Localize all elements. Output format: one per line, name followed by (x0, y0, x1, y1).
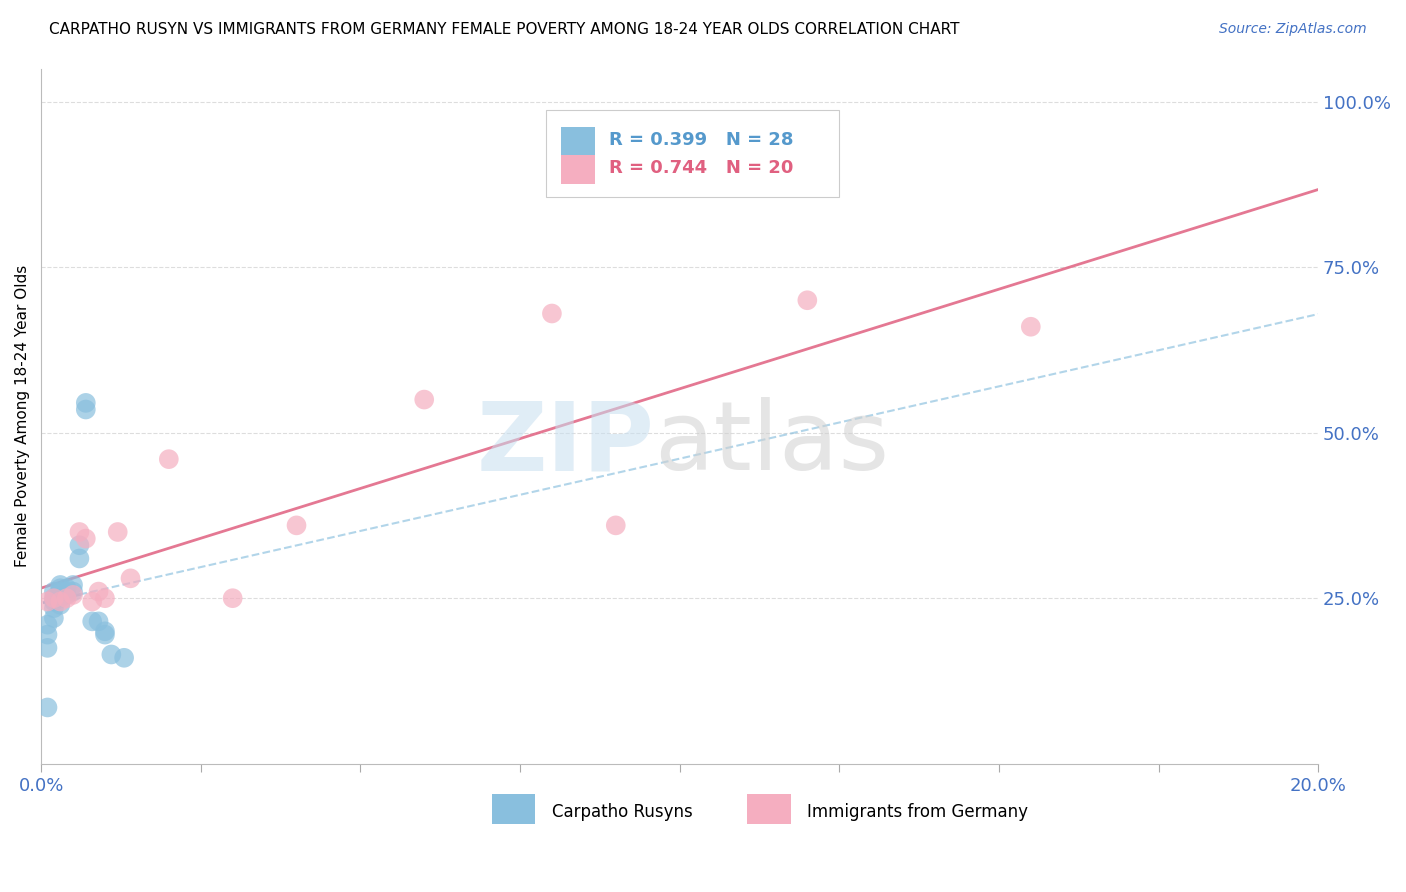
Point (37, 640, 59, 655)
Point (94, 627, 117, 641)
FancyBboxPatch shape (748, 794, 790, 824)
FancyBboxPatch shape (561, 127, 595, 156)
FancyBboxPatch shape (561, 154, 595, 184)
Point (120, 571, 142, 585)
Point (62, 584, 84, 599)
Point (796, 293, 818, 308)
Point (55, 588, 77, 602)
Text: R = 0.399   N = 28: R = 0.399 N = 28 (609, 131, 794, 149)
Point (67, 524, 90, 539)
Point (87, 615, 110, 629)
Point (37, 700, 59, 714)
Text: Carpatho Rusyns: Carpatho Rusyns (553, 804, 693, 822)
Point (49, 581, 72, 595)
Point (42, 611, 65, 625)
Point (75, 532, 97, 546)
Point (94, 591, 117, 606)
Point (55, 581, 77, 595)
Point (49, 598, 72, 612)
Point (42, 591, 65, 606)
FancyBboxPatch shape (492, 794, 536, 824)
Point (94, 624, 117, 639)
Point (75, 402, 97, 417)
Point (82, 594, 104, 608)
Y-axis label: Female Poverty Among 18-24 Year Olds: Female Poverty Among 18-24 Year Olds (15, 265, 30, 567)
Text: CARPATHO RUSYN VS IMMIGRANTS FROM GERMANY FEMALE POVERTY AMONG 18-24 YEAR OLDS C: CARPATHO RUSYN VS IMMIGRANTS FROM GERMAN… (49, 22, 960, 37)
Point (541, 306, 564, 320)
Point (42, 601, 65, 615)
Text: R = 0.744   N = 20: R = 0.744 N = 20 (609, 159, 794, 177)
Text: ZIP: ZIP (477, 398, 654, 491)
Text: Immigrants from Germany: Immigrants from Germany (807, 804, 1028, 822)
Point (1019, 319, 1042, 334)
Point (62, 578, 84, 592)
Point (75, 396, 97, 410)
Point (42, 594, 65, 608)
Point (42, 584, 65, 599)
Point (49, 584, 72, 599)
Point (82, 615, 104, 629)
Point (42, 591, 65, 606)
Point (413, 392, 436, 407)
Point (37, 627, 59, 641)
Point (49, 594, 72, 608)
Point (285, 518, 308, 533)
Point (87, 584, 110, 599)
Point (100, 648, 122, 662)
Text: Source: ZipAtlas.com: Source: ZipAtlas.com (1219, 22, 1367, 37)
Point (49, 578, 72, 592)
Point (62, 588, 84, 602)
Point (67, 551, 90, 566)
Point (157, 452, 180, 467)
Point (37, 594, 59, 608)
Text: atlas: atlas (654, 398, 889, 491)
Point (221, 591, 243, 606)
FancyBboxPatch shape (546, 111, 839, 197)
Point (55, 591, 77, 606)
Point (67, 538, 90, 552)
Point (37, 617, 59, 632)
Point (49, 591, 72, 606)
Point (107, 524, 129, 539)
Point (605, 518, 627, 533)
Point (112, 650, 135, 665)
